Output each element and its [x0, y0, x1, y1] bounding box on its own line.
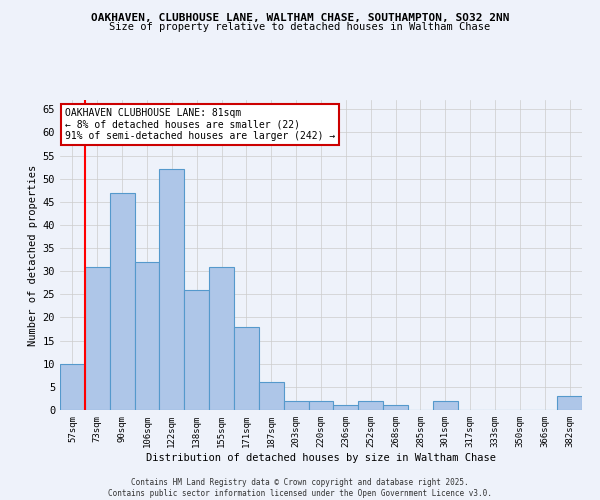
- Bar: [184, 290, 209, 410]
- Text: Size of property relative to detached houses in Waltham Chase: Size of property relative to detached ho…: [109, 22, 491, 32]
- Bar: [85, 266, 110, 410]
- Bar: [284, 400, 308, 410]
- Text: Contains HM Land Registry data © Crown copyright and database right 2025.
Contai: Contains HM Land Registry data © Crown c…: [108, 478, 492, 498]
- Bar: [60, 364, 85, 410]
- Bar: [383, 406, 408, 410]
- Bar: [259, 382, 284, 410]
- Text: OAKHAVEN CLUBHOUSE LANE: 81sqm
← 8% of detached houses are smaller (22)
91% of s: OAKHAVEN CLUBHOUSE LANE: 81sqm ← 8% of d…: [65, 108, 335, 141]
- Bar: [308, 400, 334, 410]
- Bar: [334, 406, 358, 410]
- Bar: [160, 170, 184, 410]
- X-axis label: Distribution of detached houses by size in Waltham Chase: Distribution of detached houses by size …: [146, 452, 496, 462]
- Bar: [110, 192, 134, 410]
- Bar: [209, 266, 234, 410]
- Text: OAKHAVEN, CLUBHOUSE LANE, WALTHAM CHASE, SOUTHAMPTON, SO32 2NN: OAKHAVEN, CLUBHOUSE LANE, WALTHAM CHASE,…: [91, 12, 509, 22]
- Bar: [557, 396, 582, 410]
- Bar: [134, 262, 160, 410]
- Bar: [358, 400, 383, 410]
- Bar: [234, 326, 259, 410]
- Bar: [433, 400, 458, 410]
- Y-axis label: Number of detached properties: Number of detached properties: [28, 164, 38, 346]
